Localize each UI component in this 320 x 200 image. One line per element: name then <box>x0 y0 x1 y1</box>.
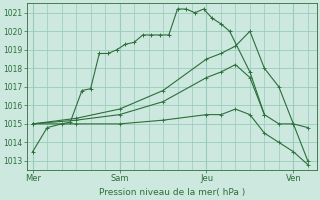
X-axis label: Pression niveau de la mer( hPa ): Pression niveau de la mer( hPa ) <box>99 188 245 197</box>
